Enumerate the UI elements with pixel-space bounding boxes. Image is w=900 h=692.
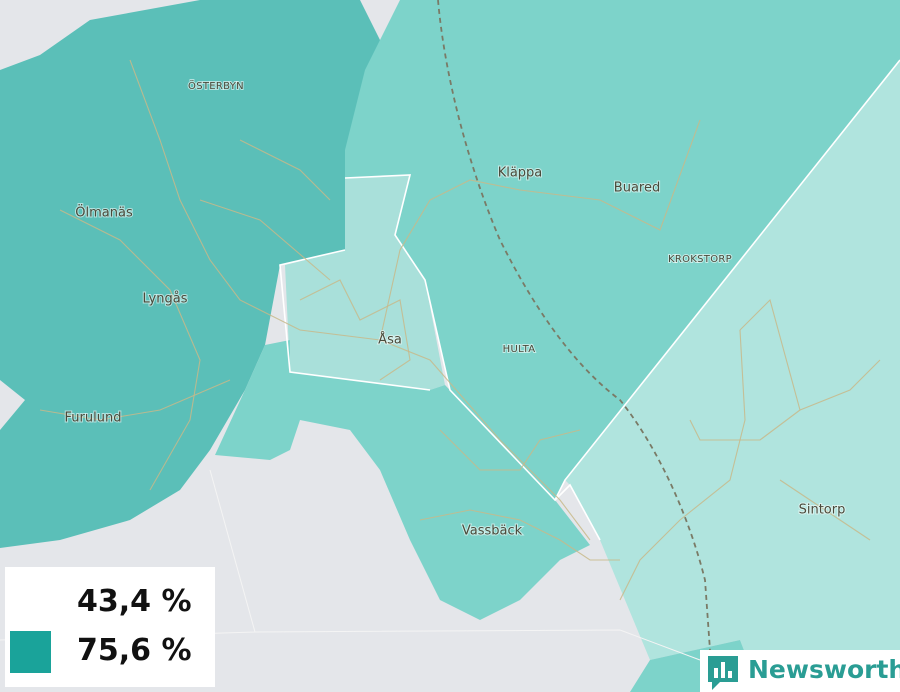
region-border bbox=[279, 59, 900, 541]
railway bbox=[437, 0, 711, 651]
brand-name: Newsworthy bbox=[748, 655, 900, 684]
place-label: Vassbäck bbox=[462, 524, 523, 539]
legend-label: 43,4 % bbox=[77, 584, 192, 619]
region-west bbox=[0, 0, 390, 548]
brand-logo: Newsworthy bbox=[700, 650, 900, 692]
place-label: Buared bbox=[614, 181, 660, 196]
legend: 43,4 % 75,6 % bbox=[5, 567, 215, 687]
legend-label: 75,6 % bbox=[77, 633, 192, 668]
legend-entry: 43,4 % bbox=[10, 582, 215, 624]
place-label: HULTA bbox=[503, 344, 536, 355]
place-label: Furulund bbox=[65, 411, 122, 426]
region-northeast bbox=[345, 0, 900, 500]
brand-icon bbox=[708, 656, 738, 690]
place-label: KROKSTORP bbox=[668, 254, 732, 265]
legend-swatch bbox=[10, 631, 51, 673]
place-label: Åsa bbox=[378, 332, 402, 348]
region-asa bbox=[285, 175, 445, 390]
region-southeast bbox=[565, 60, 900, 692]
place-label: Sintorp bbox=[799, 503, 846, 518]
legend-swatch bbox=[10, 582, 51, 624]
roads bbox=[39, 59, 881, 601]
place-label: Ölmanäs bbox=[75, 204, 133, 221]
region-south bbox=[215, 340, 590, 620]
legend-entry: 75,6 % bbox=[10, 631, 215, 673]
place-label: ÖSTERBYN bbox=[188, 79, 244, 92]
place-label: Lyngås bbox=[143, 292, 188, 307]
place-label: Kläppa bbox=[498, 166, 543, 181]
